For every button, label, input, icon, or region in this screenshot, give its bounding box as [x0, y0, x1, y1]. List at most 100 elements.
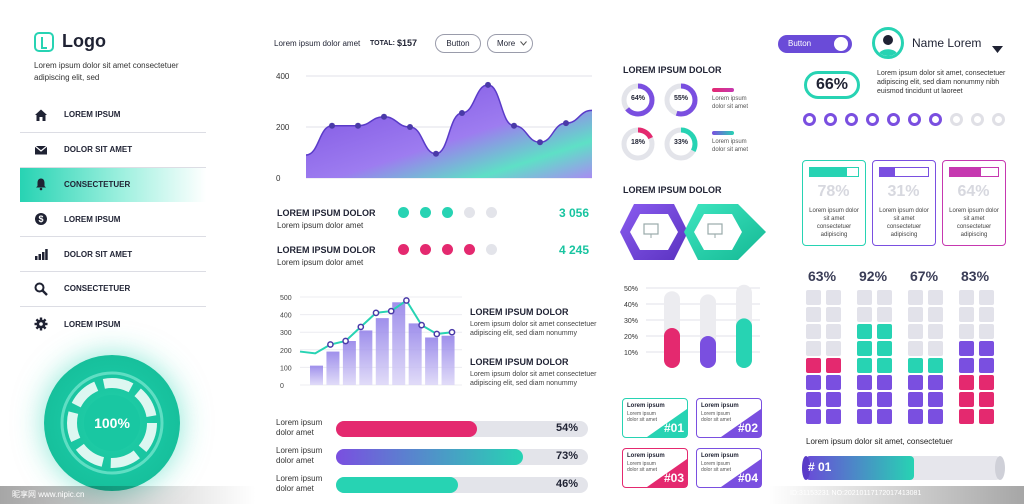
stat-value: 3 056 [559, 206, 590, 220]
tag-card[interactable]: Lorem ipsum Lorem ipsum dolor sit amet #02 [696, 398, 762, 438]
grid-square [979, 341, 994, 356]
combo-bar [408, 323, 422, 385]
cylinder-label: # 01 [808, 460, 832, 474]
kpi-dot [845, 113, 858, 126]
stat-value: 4 245 [559, 243, 590, 257]
stat-dot [486, 244, 497, 255]
total-label: TOTAL: [370, 40, 396, 47]
caret-down-icon[interactable] [992, 40, 1003, 58]
sidebar-item-label: LOREM IPSUM [64, 110, 121, 120]
progress-bar-label: Lorem ipsum dolor amet [276, 474, 323, 493]
sidebar-item-stats[interactable]: DOLOR SIT AMET [20, 237, 206, 272]
stat-dots-1 [398, 207, 498, 219]
combo-point [327, 341, 334, 348]
tag-card[interactable]: Lorem ipsum Lorem ipsum dolor sit amet #01 [622, 398, 688, 438]
topbar-button[interactable]: Button [435, 34, 481, 53]
combo-point [387, 307, 395, 315]
area-point [459, 109, 465, 116]
grid-square [857, 307, 872, 322]
column-percent: 63% [808, 268, 837, 284]
tag-text: Lorem ipsum dolor sit amet [701, 461, 732, 473]
stat-subtitle: Lorem ipsum dolor amet [277, 258, 364, 267]
grid-square [857, 290, 872, 305]
area-point [563, 120, 569, 127]
tag-card[interactable]: Lorem ipsum Lorem ipsum dolor sit amet #03 [622, 448, 688, 488]
bar [664, 328, 680, 368]
combo-bar [359, 330, 373, 385]
hex-diagram [620, 203, 766, 266]
grid-square [806, 324, 821, 339]
kpi-dot [908, 113, 921, 126]
donuts-title: LOREM IPSUM DOLOR [623, 65, 722, 75]
user-name[interactable]: Name Lorem [912, 36, 982, 50]
sidebar-item-label: CONSECTETUER [64, 284, 131, 294]
y-tick-label: 50% [624, 286, 638, 293]
sidebar-item-mail[interactable]: DOLOR SIT AMET [20, 133, 206, 168]
area-point [407, 124, 413, 130]
donut-label: 64% [630, 95, 645, 102]
sidebar-item-billing[interactable]: $ LOREM IPSUM [20, 202, 206, 238]
sidebar-item-settings[interactable]: LOREM IPSUM [20, 307, 206, 342]
tag-card[interactable]: Lorem ipsum Lorem ipsum dolor sit amet #04 [696, 448, 762, 488]
grid-square [857, 358, 872, 373]
progress-bar-label: Lorem ipsum dolor amet [276, 418, 323, 437]
y-tick-label: 500 [280, 295, 292, 302]
grid-square [877, 375, 892, 390]
legend-text: Lorem ipsum dolor sit amet [712, 139, 749, 153]
tag-number: #04 [737, 471, 758, 485]
avatar[interactable] [872, 27, 904, 59]
combo-point [448, 328, 456, 336]
tag-title: Lorem ipsum [701, 453, 739, 459]
donut-label: 55% [673, 95, 688, 102]
tag-title: Lorem ipsum [627, 403, 665, 409]
y-tick-label: 200 [280, 348, 292, 355]
grid-square [806, 358, 821, 373]
progress-ring [44, 355, 180, 491]
grid-square [877, 290, 892, 305]
toggle-knob[interactable] [834, 37, 848, 51]
combo-point [342, 337, 349, 345]
grid-square [979, 409, 994, 424]
tag-text: Lorem ipsum dolor sit amet [627, 461, 658, 473]
more-label: More [497, 39, 516, 48]
grid-square [959, 290, 974, 305]
tag-number: #03 [663, 471, 684, 485]
card-bar-fill [950, 168, 981, 176]
combo-text-body: Lorem ipsum dolor sit amet consectetuer … [470, 371, 597, 387]
column-percent: 67% [910, 268, 939, 284]
header-toggle[interactable] [778, 35, 852, 53]
combo-point [418, 321, 425, 329]
area-point [381, 113, 387, 120]
kpi-dot [887, 113, 900, 126]
progress-track [336, 449, 588, 465]
sidebar-item-home[interactable]: LOREM IPSUM [20, 98, 206, 133]
percent-card: 78% Lorem ipsum dolor sit amet consectetu… [802, 160, 866, 246]
progress-value: 46% [556, 478, 579, 490]
area-point [537, 139, 543, 146]
kpi-value: 66% [804, 71, 860, 99]
card-text: Lorem ipsum dolor sit amet consectetuer … [809, 208, 859, 238]
grid-square [857, 409, 872, 424]
combo-bar [375, 318, 389, 385]
tag-text: Lorem ipsum dolor sit amet [701, 411, 732, 423]
stat-dot [420, 244, 431, 255]
grid-square [806, 409, 821, 424]
svg-text:$: $ [38, 214, 43, 224]
grid-square [908, 392, 923, 407]
sidebar-item-notifications[interactable]: CONSECTETUER [20, 167, 206, 203]
kpi-text: Lorem ipsum dolor sit amet, consectetuer… [877, 70, 1006, 95]
sidebar-item-search[interactable]: CONSECTETUER [20, 272, 206, 307]
grid-square [959, 324, 974, 339]
bar [700, 336, 716, 368]
sidebar-menu: LOREM IPSUM DOLOR SIT AMET CONSECTETUER … [20, 98, 206, 342]
grid-square [806, 392, 821, 407]
sidebar-item-label: LOREM IPSUM [64, 214, 121, 224]
cylinder-bar [802, 454, 1006, 487]
watermark-left: 昵享网 www.nipic.cn [12, 490, 85, 499]
grid-square [826, 307, 841, 322]
area-chart: 400 200 0 [270, 66, 595, 191]
grid-square [928, 358, 943, 373]
more-dropdown[interactable]: More [487, 34, 533, 53]
grid-square [857, 392, 872, 407]
progress-ring-label: 100% [94, 415, 130, 431]
